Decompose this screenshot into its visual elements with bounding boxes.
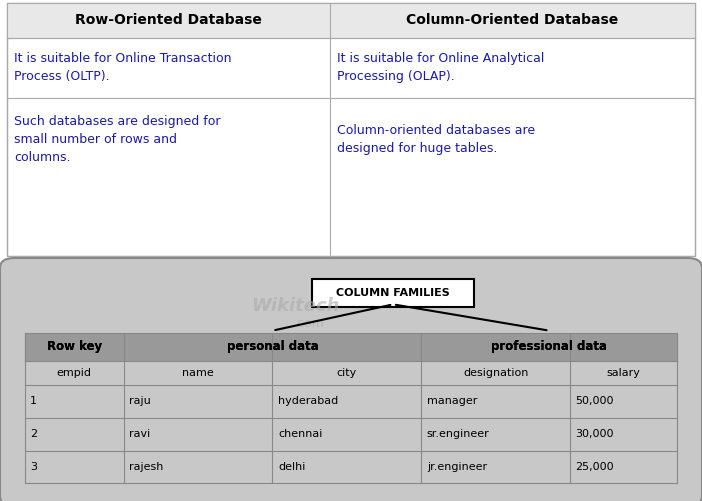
Text: ravi: ravi bbox=[129, 429, 151, 439]
Text: city: city bbox=[337, 368, 357, 378]
FancyBboxPatch shape bbox=[124, 333, 421, 361]
FancyBboxPatch shape bbox=[7, 3, 695, 38]
Text: Wikitech: Wikitech bbox=[251, 297, 339, 315]
Text: professional data: professional data bbox=[491, 341, 607, 353]
Text: 50,000: 50,000 bbox=[576, 396, 614, 406]
Text: COLUMN FAMILIES: COLUMN FAMILIES bbox=[336, 288, 450, 298]
Text: personal data: personal data bbox=[227, 341, 319, 353]
Text: delhi: delhi bbox=[278, 462, 305, 472]
FancyBboxPatch shape bbox=[421, 333, 677, 361]
Text: 1: 1 bbox=[30, 396, 37, 406]
Text: Such databases are designed for
small number of rows and
columns.: Such databases are designed for small nu… bbox=[14, 115, 220, 163]
Text: sr.engineer: sr.engineer bbox=[427, 429, 489, 439]
Text: chennai: chennai bbox=[278, 429, 322, 439]
Text: It is suitable for Online Analytical
Processing (OLAP).: It is suitable for Online Analytical Pro… bbox=[337, 52, 544, 83]
Text: hyderabad: hyderabad bbox=[278, 396, 338, 406]
FancyBboxPatch shape bbox=[25, 333, 124, 361]
Text: Row key: Row key bbox=[46, 341, 102, 353]
Text: Row key: Row key bbox=[46, 341, 102, 353]
Text: empid: empid bbox=[57, 368, 92, 378]
Text: personal data: personal data bbox=[227, 341, 319, 353]
Text: Column-Oriented Database: Column-Oriented Database bbox=[406, 13, 618, 27]
Text: 30,000: 30,000 bbox=[576, 429, 614, 439]
FancyBboxPatch shape bbox=[7, 3, 695, 256]
Text: salary: salary bbox=[607, 368, 641, 378]
Text: designation: designation bbox=[463, 368, 529, 378]
Text: Column-oriented databases are
designed for huge tables.: Column-oriented databases are designed f… bbox=[337, 124, 535, 154]
Text: jr.engineer: jr.engineer bbox=[427, 462, 487, 472]
Text: 25,000: 25,000 bbox=[576, 462, 614, 472]
Text: manager: manager bbox=[427, 396, 477, 406]
Text: Row-Oriented Database: Row-Oriented Database bbox=[75, 13, 262, 27]
FancyBboxPatch shape bbox=[124, 333, 421, 361]
FancyBboxPatch shape bbox=[312, 280, 474, 307]
FancyBboxPatch shape bbox=[421, 333, 677, 361]
FancyBboxPatch shape bbox=[0, 258, 702, 501]
Text: .com: .com bbox=[293, 317, 324, 330]
Text: rajesh: rajesh bbox=[129, 462, 164, 472]
Text: name: name bbox=[183, 368, 214, 378]
Text: raju: raju bbox=[129, 396, 151, 406]
Text: 3: 3 bbox=[30, 462, 37, 472]
Text: It is suitable for Online Transaction
Process (OLTP).: It is suitable for Online Transaction Pr… bbox=[14, 52, 232, 83]
Text: 2: 2 bbox=[30, 429, 37, 439]
Text: professional data: professional data bbox=[491, 341, 607, 353]
